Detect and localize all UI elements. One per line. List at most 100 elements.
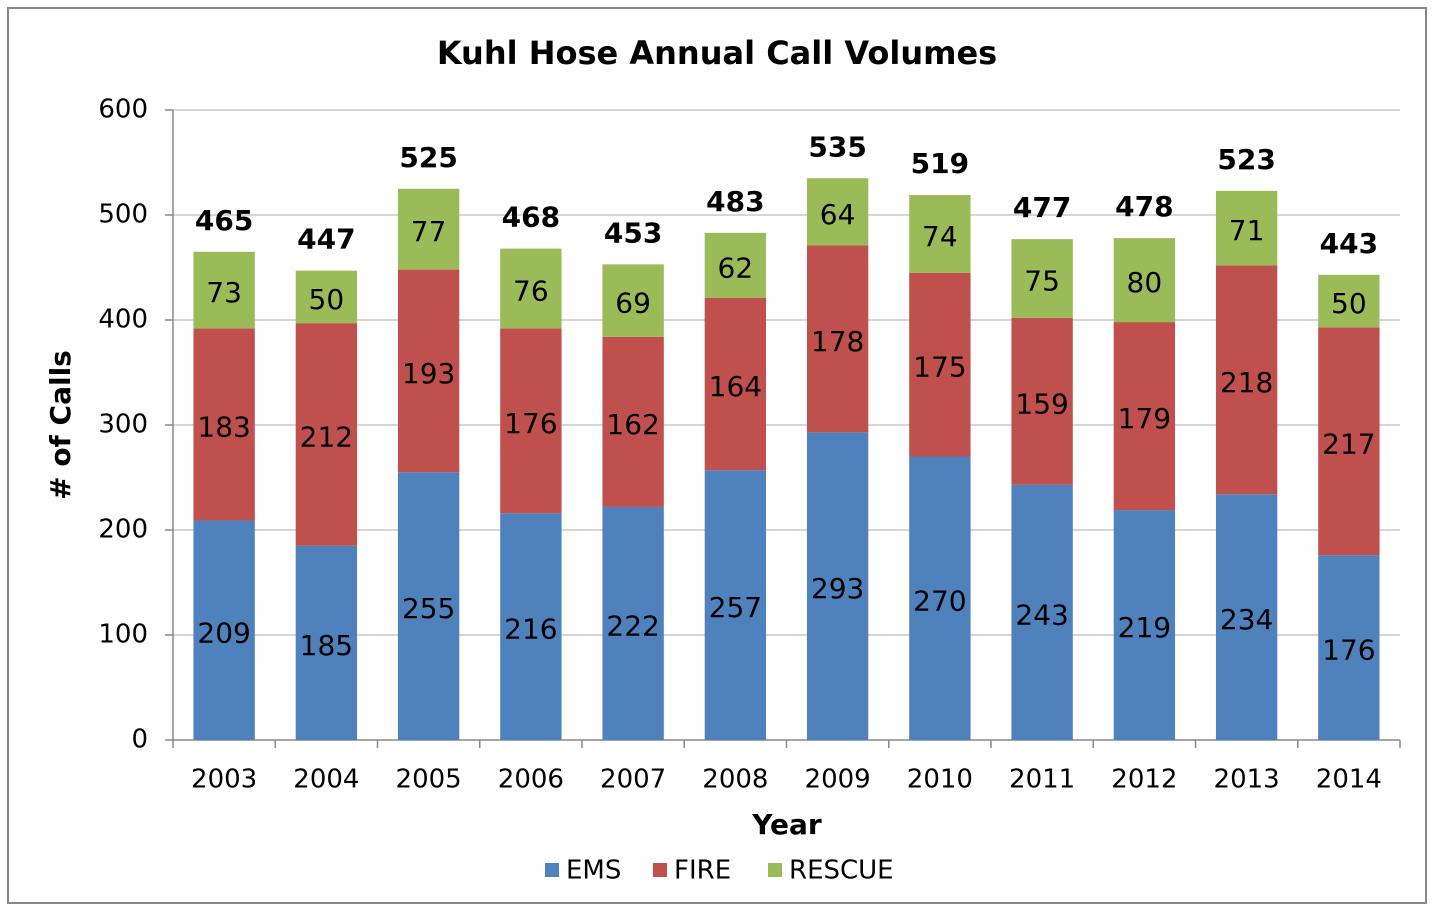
total-label: 465 [195, 204, 253, 237]
data-label: 162 [606, 408, 659, 441]
data-label: 75 [1024, 265, 1060, 298]
bar-segment [397, 188, 460, 270]
data-label: 243 [1015, 598, 1068, 631]
bar-segment [1113, 238, 1176, 323]
bar-segment [909, 456, 971, 740]
bar-segment [909, 272, 971, 457]
total-label: 535 [808, 130, 866, 163]
bar-segment [909, 195, 971, 273]
x-axis-label: Year [751, 808, 822, 841]
y-tick-label: 300 [98, 410, 148, 440]
data-label: 50 [1331, 287, 1367, 320]
bar-segment [397, 472, 460, 740]
y-tick-label: 600 [98, 95, 148, 125]
x-tick-label: 2010 [907, 765, 973, 795]
bar-segment [193, 328, 255, 521]
bar-segment [193, 251, 255, 329]
bar-segment [602, 264, 664, 337]
data-label: 159 [1015, 387, 1068, 420]
x-tick-label: 2013 [1214, 765, 1280, 795]
x-tick-label: 2014 [1316, 765, 1382, 795]
bar-segment [397, 269, 460, 473]
data-label: 164 [709, 370, 762, 403]
legend-label: RESCUE [789, 856, 894, 886]
bar-segment [500, 513, 562, 740]
bar-segment [1215, 494, 1278, 740]
data-label: 80 [1127, 266, 1163, 299]
bar-segment [295, 545, 358, 740]
y-tick-label: 400 [98, 305, 148, 335]
bar-segment [1011, 239, 1073, 318]
legend-swatch [653, 863, 667, 877]
total-label: 468 [502, 201, 560, 234]
bar-segment [806, 432, 869, 740]
x-tick-label: 2011 [1009, 765, 1075, 795]
data-label: 176 [1322, 634, 1375, 667]
data-label: 175 [913, 351, 966, 384]
total-label: 447 [297, 223, 355, 256]
x-tick-label: 2004 [293, 765, 359, 795]
y-tick-label: 200 [98, 515, 148, 545]
bar-segment [500, 248, 562, 329]
y-axis-label: # of Calls [44, 350, 77, 500]
data-label: 218 [1220, 366, 1273, 399]
data-label: 183 [197, 410, 250, 443]
bar-segment [1113, 510, 1176, 740]
legend-swatch [768, 863, 782, 877]
data-label: 255 [402, 592, 455, 625]
data-label: 222 [606, 609, 659, 642]
bar-segment [1215, 190, 1278, 266]
bar-segment [1113, 322, 1176, 511]
bar-segment [295, 323, 358, 546]
bar-segment [806, 178, 869, 246]
total-label: 477 [1013, 191, 1071, 224]
data-label: 69 [615, 287, 651, 320]
x-tick-label: 2003 [191, 765, 257, 795]
bar-segment [1318, 555, 1380, 740]
bar-segment [704, 470, 767, 740]
bar-segment [704, 297, 767, 471]
bar-segment [1318, 274, 1380, 328]
x-tick-label: 2005 [396, 765, 462, 795]
bar-segment [1011, 317, 1073, 485]
bar-segment [193, 520, 255, 740]
data-label: 50 [309, 283, 345, 316]
bar-segment [295, 270, 358, 324]
bar-segment [1215, 265, 1278, 495]
bar-segment [602, 506, 664, 740]
data-label: 77 [411, 215, 447, 248]
data-label: 212 [300, 420, 353, 453]
data-label: 62 [718, 251, 754, 284]
data-label: 76 [513, 275, 549, 308]
total-label: 483 [706, 185, 764, 218]
legend-label: FIRE [674, 856, 731, 886]
y-tick-label: 500 [98, 200, 148, 230]
data-label: 257 [709, 591, 762, 624]
x-tick-label: 2009 [805, 765, 871, 795]
y-tick-label: 100 [98, 620, 148, 650]
data-label: 73 [206, 276, 242, 309]
x-tick-label: 2007 [600, 765, 666, 795]
data-label: 185 [300, 629, 353, 662]
data-label: 270 [913, 584, 966, 617]
data-label: 217 [1322, 427, 1375, 460]
data-label: 193 [402, 357, 455, 390]
y-tick-label: 0 [131, 725, 148, 755]
data-label: 209 [197, 616, 250, 649]
data-label: 219 [1118, 611, 1171, 644]
total-label: 525 [399, 141, 457, 174]
total-label: 519 [911, 147, 969, 180]
total-label: 443 [1320, 227, 1378, 260]
legend-label: EMS [566, 856, 621, 886]
bar-segment [500, 328, 562, 514]
legend-swatch [545, 863, 559, 877]
data-label: 234 [1220, 603, 1273, 636]
x-tick-label: 2008 [702, 765, 768, 795]
data-label: 71 [1229, 214, 1265, 247]
data-label: 293 [811, 572, 864, 605]
data-label: 179 [1118, 402, 1171, 435]
data-label: 216 [504, 613, 557, 646]
bar-segment [1318, 327, 1380, 556]
total-label: 523 [1217, 143, 1275, 176]
